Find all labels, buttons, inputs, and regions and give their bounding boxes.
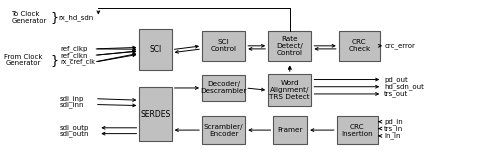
Text: pd_out: pd_out [384, 76, 408, 83]
FancyBboxPatch shape [202, 75, 246, 101]
Text: hd_sdn_out: hd_sdn_out [384, 83, 424, 90]
Text: rx_cref_clk: rx_cref_clk [60, 59, 95, 65]
Text: SCI
Control: SCI Control [210, 39, 236, 52]
Text: SCI: SCI [150, 45, 162, 54]
Text: sdi_outn: sdi_outn [60, 130, 90, 137]
Text: crc_error: crc_error [384, 43, 415, 49]
Text: }: } [50, 54, 58, 67]
Text: SERDES: SERDES [140, 110, 170, 119]
Text: trs_in: trs_in [384, 125, 404, 132]
Text: Generator: Generator [6, 60, 40, 66]
Text: Framer: Framer [278, 127, 303, 133]
Text: ref_clkn: ref_clkn [60, 52, 88, 59]
FancyBboxPatch shape [274, 116, 307, 144]
FancyBboxPatch shape [268, 31, 312, 61]
Text: From Clock: From Clock [4, 54, 43, 60]
FancyBboxPatch shape [202, 31, 246, 61]
Text: Scrambler/
Encoder: Scrambler/ Encoder [204, 124, 244, 137]
FancyBboxPatch shape [337, 116, 378, 144]
Text: Rate
Detect/
Control: Rate Detect/ Control [276, 36, 303, 56]
Text: }: } [50, 11, 58, 24]
Text: rx_hd_sdn: rx_hd_sdn [58, 14, 94, 21]
FancyBboxPatch shape [140, 29, 172, 70]
Text: sdi_outp: sdi_outp [60, 124, 90, 131]
Text: Word
Alignment/
TRS Detect: Word Alignment/ TRS Detect [270, 80, 310, 100]
FancyBboxPatch shape [268, 74, 312, 106]
Text: sdi_inn: sdi_inn [60, 101, 84, 108]
Text: Generator: Generator [12, 17, 46, 24]
Text: Decoder/
Descrambler: Decoder/ Descrambler [200, 81, 247, 95]
FancyBboxPatch shape [202, 116, 246, 144]
Text: trs_out: trs_out [384, 91, 408, 97]
Text: ref_clkp: ref_clkp [60, 46, 88, 52]
Text: pd_in: pd_in [384, 118, 403, 125]
Text: ln_in: ln_in [384, 133, 401, 139]
Text: To Clock: To Clock [12, 11, 40, 17]
FancyBboxPatch shape [140, 87, 172, 141]
Text: sdi_inp: sdi_inp [60, 95, 84, 102]
Text: CRC
Check: CRC Check [348, 39, 370, 52]
FancyBboxPatch shape [339, 31, 380, 61]
Text: CRC
Insertion: CRC Insertion [342, 124, 373, 137]
